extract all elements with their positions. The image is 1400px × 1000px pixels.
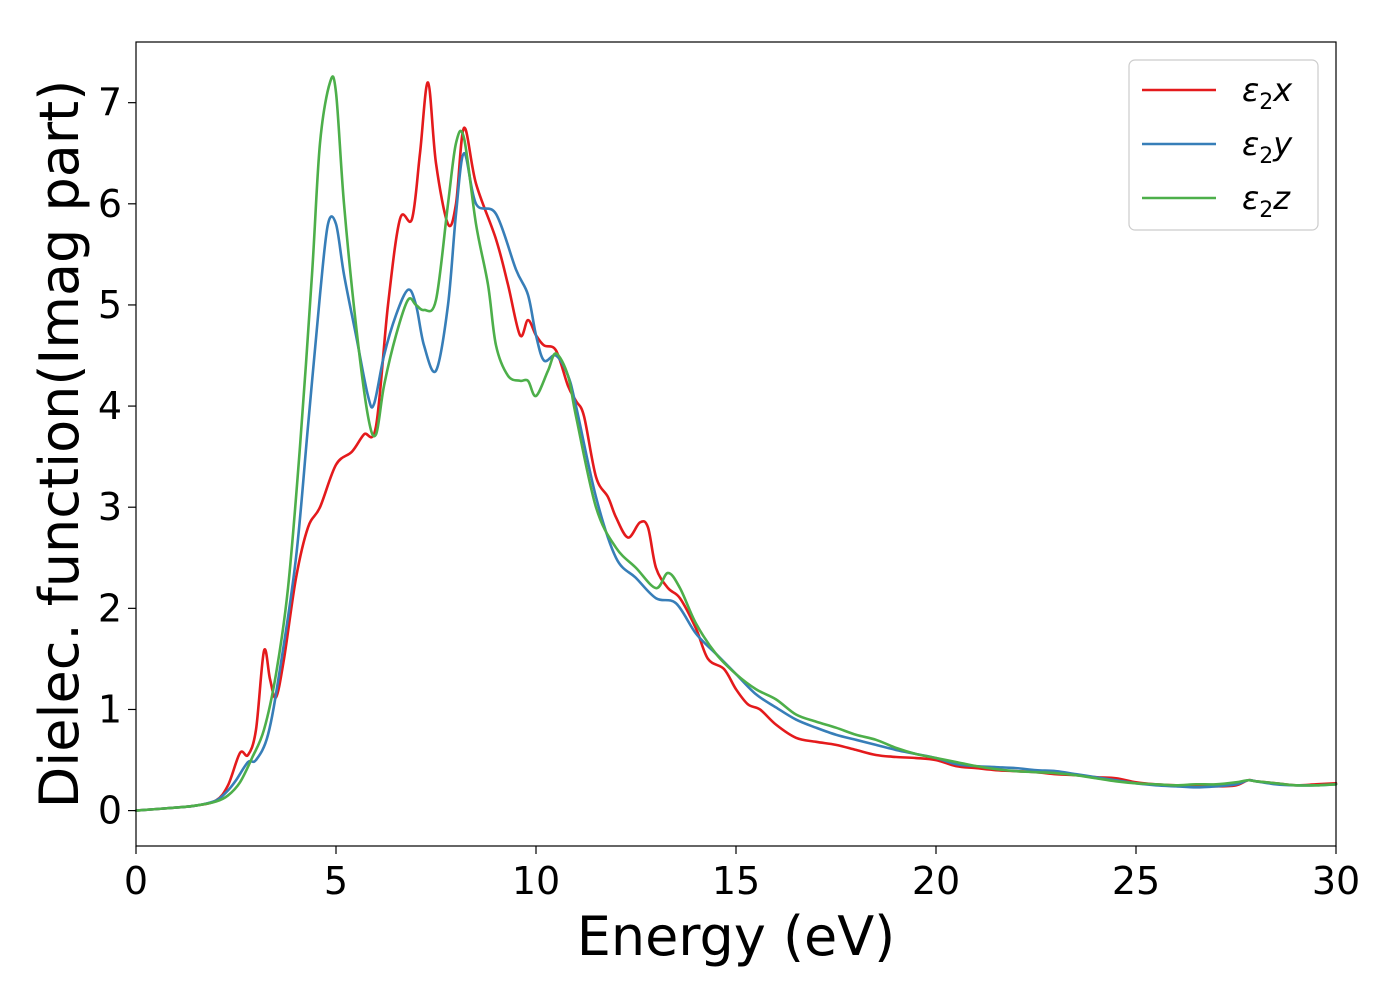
legend: ε2x ε2y ε2z <box>1128 59 1319 231</box>
series-lines <box>134 75 1338 812</box>
y-tick-label: 5 <box>98 283 122 327</box>
legend-label-y: ε2y <box>1242 125 1293 169</box>
y-tick-label: 7 <box>98 81 122 125</box>
y-tick-label: 4 <box>98 384 122 428</box>
y-axis-title: Dielec. function(Imag part) <box>28 80 91 809</box>
y-tick-label: 2 <box>98 586 122 630</box>
legend-label-x: ε2x <box>1242 71 1293 115</box>
x-axis-ticks: 0 5 10 15 20 25 30 <box>124 846 1360 903</box>
x-axis-title: Energy (eV) <box>577 905 896 968</box>
x-tick-label: 20 <box>912 859 960 903</box>
x-tick-label: 0 <box>124 859 148 903</box>
y-tick-label: 6 <box>98 182 122 226</box>
y-tick-label: 3 <box>98 485 122 529</box>
x-tick-label: 15 <box>712 859 760 903</box>
x-tick-label: 25 <box>1112 859 1160 903</box>
legend-label-z: ε2z <box>1242 179 1291 223</box>
x-tick-label: 10 <box>512 859 560 903</box>
y-tick-label: 0 <box>98 789 122 833</box>
x-tick-label: 30 <box>1312 859 1360 903</box>
y-axis-ticks: 0 1 2 3 4 5 6 7 <box>98 81 136 833</box>
x-tick-label: 5 <box>324 859 348 903</box>
y-tick-label: 1 <box>98 687 122 731</box>
legend-box <box>1128 59 1319 231</box>
series-line-z <box>134 75 1338 812</box>
